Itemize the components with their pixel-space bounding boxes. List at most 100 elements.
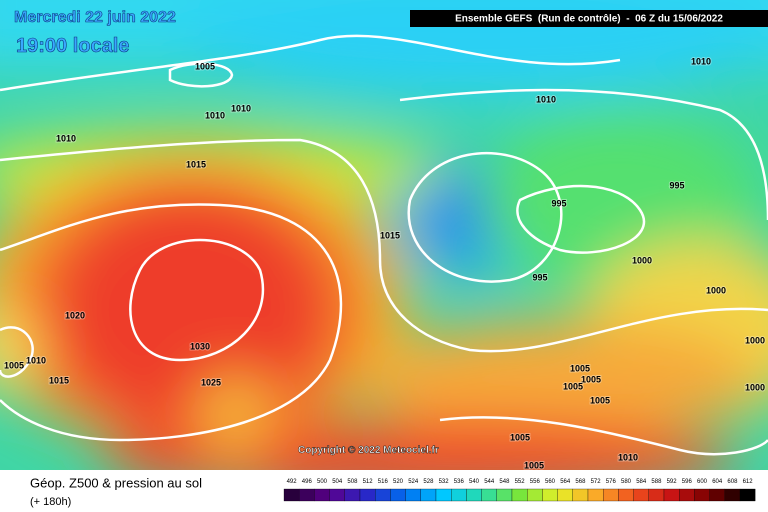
isobar-label: 995 [669,180,684,190]
header-box [410,10,768,27]
scale-swatch [633,488,649,502]
scale-label: 524 [408,479,419,485]
isobar-label: 1010 [231,103,251,113]
isobar-label: 1030 [190,341,210,351]
isobar-label: 995 [532,272,547,282]
scale-swatch [359,488,376,502]
scale-swatch [299,488,315,502]
scale-swatch [724,488,741,502]
scale-swatch [557,488,573,502]
valid-time: 19:00 locale [16,35,129,57]
scale-swatch [451,488,467,502]
scale-swatch [739,488,756,502]
scale-label: 520 [393,479,404,485]
forecast-range: (+ 180h) [30,496,71,508]
valid-date: Mercredi 22 juin 2022 [14,9,176,26]
scale-label: 536 [454,479,465,485]
scale-label: 600 [697,479,708,485]
isobar-label: 1000 [632,255,652,265]
scale-swatch [314,488,330,502]
isobar-label: 1005 [195,61,215,71]
scale-label: 516 [378,479,389,485]
isobar-label: 1020 [65,310,85,320]
isobar-label: 1005 [563,381,583,391]
product-title: Géop. Z500 & pression au sol [30,475,202,490]
copyright: Copyright © 2022 Meteociel.fr [298,445,439,456]
isobar-label: 1010 [536,94,556,104]
scale-label: 596 [682,479,693,485]
scale-swatch [375,488,391,502]
scale-swatch [709,488,725,502]
scale-label: 540 [469,479,480,485]
scale-swatch [405,488,421,502]
scale-label: 504 [332,479,343,485]
scale-swatch [587,488,604,502]
scale-label: 528 [423,479,434,485]
isobar-label: 1025 [201,377,221,387]
scale-swatch [603,488,619,502]
scale-swatch [329,488,345,502]
scale-swatch [663,488,680,502]
scale-swatch [496,488,513,502]
isobar-label: 1005 [510,432,530,442]
scale-label: 608 [727,479,738,485]
scale-label: 564 [560,479,571,485]
scale-label: 604 [712,479,723,485]
scale-label: 588 [651,479,662,485]
scale-label: 492 [287,479,298,485]
scale-label: 572 [591,479,602,485]
isobar-label: 1005 [581,374,601,384]
scale-swatch [481,488,497,502]
scale-swatch [694,488,710,502]
scale-swatch [420,488,437,502]
scale-label: 512 [363,479,374,485]
scale-label: 496 [302,479,313,485]
scale-swatch [527,488,543,502]
isobar-label: 1015 [380,230,400,240]
isobar-label: 1015 [186,159,206,169]
isobar-label: 1005 [524,460,544,470]
scale-label: 612 [743,479,754,485]
isobar-label: 1005 [4,360,24,370]
scale-label: 580 [621,479,632,485]
scale-label: 508 [347,479,358,485]
scale-label: 544 [484,479,495,485]
scale-swatch [283,488,300,502]
scale-label: 568 [575,479,586,485]
scale-swatch [618,488,634,502]
isobars [0,34,768,456]
scale-swatch [435,488,452,502]
scale-swatch [511,488,528,502]
scale-swatch [466,488,482,502]
scale-swatch [648,488,665,502]
scale-swatch [572,488,589,502]
isobar-label: 1010 [26,355,46,365]
model-run: Ensemble GEFS (Run de contrôle) - 06 Z d… [455,14,723,25]
isobar-label: 1000 [745,382,765,392]
scale-label: 556 [530,479,541,485]
isobar-label: 1010 [618,452,638,462]
isobar-label: 1000 [745,335,765,345]
map-field [0,0,768,470]
color-scale: 492 496 500 504 508 512 516 520 524 528 532 536 540 5… [283,479,756,502]
scale-label: 548 [499,479,510,485]
scale-label: 584 [636,479,647,485]
isobar-label: 1005 [590,395,610,405]
scale-label: 576 [606,479,617,485]
scale-label: 500 [317,479,328,485]
scale-label: 552 [515,479,526,485]
isobar-label: 1010 [56,133,76,143]
isobar-label: 1015 [49,375,69,385]
scale-swatch [344,488,361,502]
isobar-labels: 1005101010101010101510101010995995101599… [3,55,766,471]
isobar-label: 1010 [205,110,225,120]
scale-label: 532 [439,479,450,485]
isobar-label: 995 [551,198,566,208]
scale-swatch [542,488,558,502]
isobar-label: 1010 [691,56,711,66]
scale-swatch [390,488,406,502]
scale-label: 560 [545,479,556,485]
scale-swatch [679,488,695,502]
isobar-label: 1000 [706,285,726,295]
